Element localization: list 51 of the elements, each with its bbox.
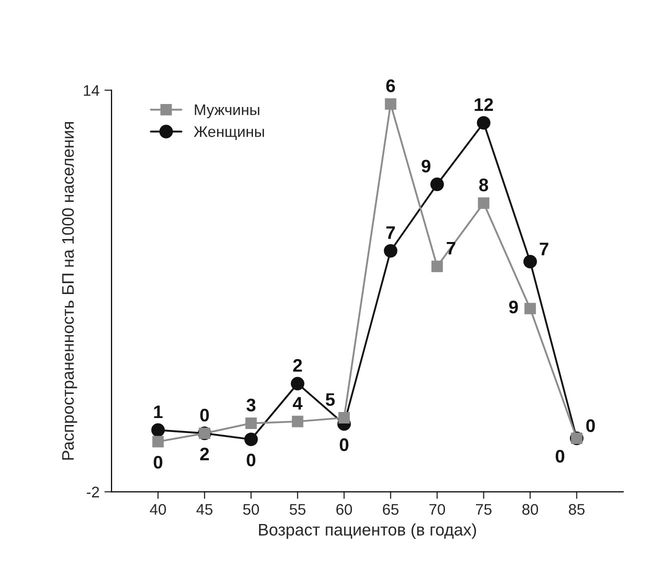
y-axis-title: Распространенность БП на 1000 населения [62, 122, 78, 460]
annotation: 7 [540, 242, 548, 256]
point [338, 412, 350, 424]
x-tick-label: 75 [476, 504, 492, 515]
point [384, 244, 398, 258]
point [523, 254, 537, 268]
y-tick-label: -2 [86, 486, 99, 498]
annotation: 4 [292, 397, 303, 410]
x-tick-label: 85 [568, 504, 585, 515]
x-tick-label: 65 [382, 504, 398, 515]
x-tick-label: 45 [196, 504, 212, 515]
x-tick-label: 40 [150, 504, 166, 515]
annotation: 1 [154, 406, 163, 418]
point [245, 418, 257, 429]
point [292, 416, 304, 428]
point [524, 302, 536, 314]
point [478, 197, 490, 209]
annotation: 0 [154, 456, 162, 469]
annotation: 12 [474, 98, 493, 111]
annotation: 0 [340, 438, 348, 452]
x-tick-label: 60 [336, 504, 352, 515]
annotation: 2 [293, 359, 302, 372]
annotation: 8 [479, 178, 488, 192]
annotation: 7 [446, 242, 456, 254]
point [384, 98, 396, 110]
annotation: 2 [200, 448, 209, 460]
annotation: 5 [326, 393, 335, 406]
annotation: 0 [200, 408, 209, 422]
annotation: 6 [386, 79, 395, 92]
point [431, 260, 443, 272]
point [244, 432, 258, 446]
x-tick-label: 55 [290, 504, 306, 515]
legend-label: Мужчины [194, 104, 260, 118]
annotation: 3 [246, 398, 256, 412]
annotation: 9 [509, 300, 518, 314]
annotation: 7 [386, 226, 395, 239]
x-axis-title: Возраст пациентов (в годах) [259, 523, 476, 539]
annotation: 0 [246, 454, 256, 466]
y-tick-label: 14 [84, 85, 100, 96]
point [151, 423, 165, 437]
point [476, 116, 490, 130]
point [290, 376, 304, 390]
x-tick-label: 50 [243, 504, 259, 515]
annotation: 0 [586, 419, 595, 432]
x-tick-label: 80 [522, 504, 538, 515]
annotation: 9 [422, 160, 430, 173]
annotation: 0 [556, 450, 564, 463]
point [152, 436, 164, 448]
legend-label: Женщины [194, 126, 264, 140]
point [430, 178, 444, 192]
x-tick-label: 70 [429, 504, 446, 515]
